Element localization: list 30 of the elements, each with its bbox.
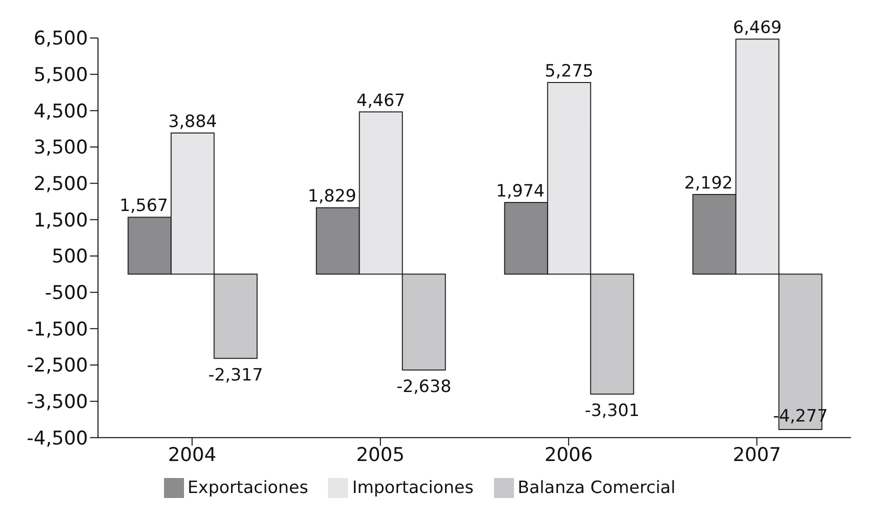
data-label: 5,275 [544, 62, 594, 82]
y-tick-label: 6,500 [34, 28, 88, 50]
data-label: 1,829 [308, 186, 356, 207]
data-label: 6,469 [733, 18, 782, 38]
y-tick-label: 5,500 [34, 64, 88, 86]
x-tick-label: 2005 [356, 444, 405, 466]
x-tick-label: 2004 [168, 444, 216, 466]
legend-label: Balanza Comercial [518, 478, 676, 498]
legend-label: Importaciones [352, 478, 474, 498]
data-label: -2,638 [396, 377, 452, 398]
y-tick-label: 2,500 [34, 173, 88, 196]
y-tick-label: -2,500 [26, 354, 88, 377]
data-label: 2,192 [684, 174, 733, 194]
y-tick-label: 4,500 [34, 100, 88, 122]
y-tick-label: -3,500 [26, 391, 88, 414]
x-tick-label: 2006 [544, 444, 593, 466]
y-tick-label: -1,500 [26, 318, 88, 340]
data-label: 1,974 [496, 181, 545, 202]
data-label: 3,884 [168, 112, 217, 132]
data-label: 4,467 [356, 90, 406, 111]
y-tick-label: -4,500 [26, 427, 88, 450]
data-label: 1,567 [119, 196, 168, 216]
y-tick-label: 500 [52, 246, 88, 268]
data-label: -2,317 [208, 365, 264, 386]
y-tick-label: 1,500 [34, 209, 88, 232]
legend-label: Exportaciones [188, 478, 308, 498]
data-label: -3,301 [584, 401, 640, 422]
x-tick-label: 2007 [732, 444, 782, 466]
y-tick-label: -500 [44, 282, 88, 304]
y-tick-label: 3,500 [34, 136, 88, 159]
